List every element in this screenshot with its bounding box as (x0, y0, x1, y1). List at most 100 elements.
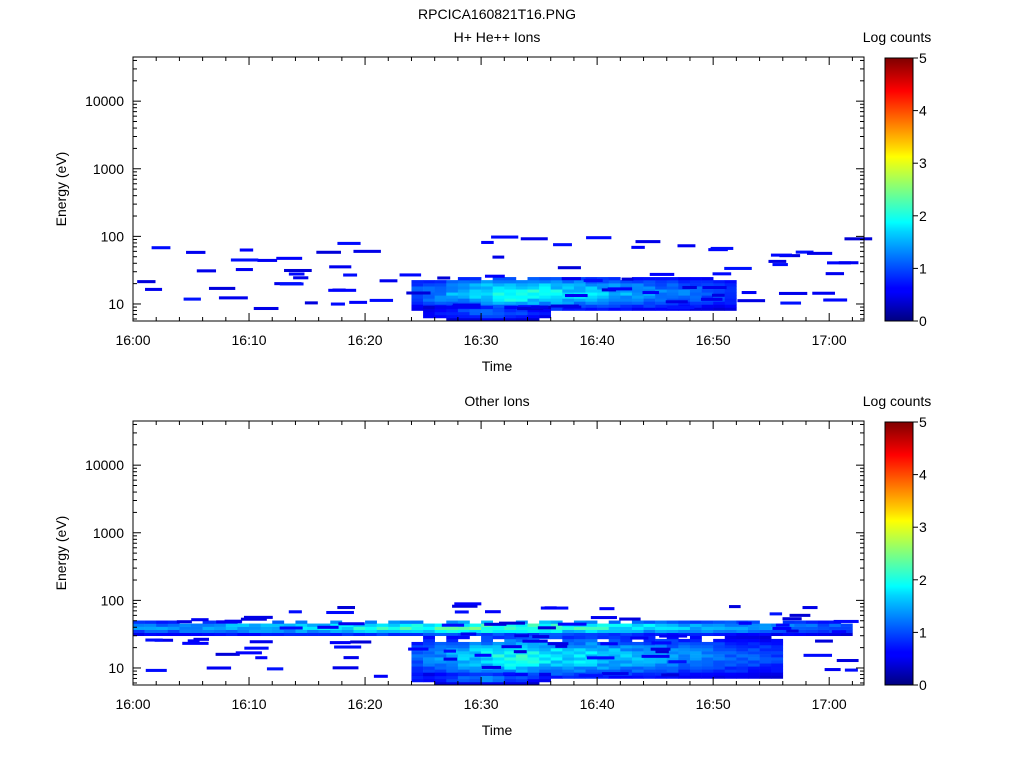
heatmap-cell (539, 280, 552, 284)
heatmap-cell (585, 629, 598, 633)
heatmap-cell (527, 654, 540, 658)
heatmap-cell (457, 666, 470, 670)
heatmap-cell (608, 675, 621, 679)
heatmap-cell (643, 663, 656, 667)
heatmap-cell (156, 626, 169, 630)
heatmap-cell (133, 629, 145, 633)
heatmap-cell (666, 657, 679, 661)
heatmap-cell (517, 307, 544, 311)
heatmap-cell (666, 641, 679, 646)
heatmap-cell (446, 681, 459, 686)
heatmap-cell (713, 654, 726, 658)
heatmap-cell (423, 657, 435, 661)
colorbar-tick-label: 2 (919, 208, 927, 224)
heatmap-cell (620, 663, 633, 667)
heatmap-cell (527, 648, 540, 652)
colorbar-tick-label: 1 (919, 624, 927, 640)
heatmap-cell (492, 626, 505, 630)
heatmap-cell (338, 622, 365, 626)
heatmap-cell (573, 644, 586, 649)
heatmap-cell (701, 626, 714, 630)
heatmap-cell (237, 629, 250, 633)
heatmap-cell (643, 301, 656, 305)
heatmap-cell (713, 663, 726, 667)
heatmap-cell (539, 301, 552, 305)
heatmap-cell (539, 657, 552, 661)
heatmap-cell (531, 305, 549, 309)
heatmap-cell (423, 626, 435, 630)
heatmap-cell (655, 292, 668, 296)
heatmap-cell (736, 675, 749, 679)
heatmap-cell (515, 678, 528, 683)
heatmap-cell (771, 648, 784, 652)
heatmap-cell (771, 660, 784, 664)
heatmap-cell (481, 295, 493, 299)
colorbar-ticks: 0 1 2 3 4 5 (913, 50, 927, 329)
heatmap-cell (457, 289, 470, 293)
heatmap-cell (260, 623, 273, 627)
heatmap-cell (701, 301, 714, 305)
heatmap-cell (759, 644, 772, 649)
heatmap-cell (515, 641, 528, 646)
heatmap-cell (550, 663, 563, 667)
heatmap-cell (411, 678, 424, 683)
heatmap-cell (724, 629, 737, 633)
heatmap-cell (666, 644, 679, 649)
heatmap-cell (585, 635, 598, 640)
y-axis-label: Energy (eV) (53, 152, 69, 227)
heatmap-cell (481, 657, 493, 661)
heatmap-cell (771, 654, 784, 658)
heatmap-cell (713, 289, 726, 293)
heatmap-cell (573, 672, 586, 676)
heatmap-cell (601, 672, 629, 676)
heatmap-cell (689, 641, 702, 646)
heatmap-cell (562, 307, 575, 311)
heatmap-cell (775, 623, 790, 627)
heatmap-cell (249, 632, 261, 637)
heatmap-cell (829, 623, 842, 627)
heatmap-cell (179, 629, 192, 633)
heatmap-cell (481, 314, 493, 319)
heatmap-cell (423, 644, 435, 649)
heatmap-cell (469, 626, 482, 630)
heatmap-cell (316, 250, 341, 254)
heatmap-cell (666, 295, 679, 299)
heatmap-cell (527, 314, 540, 319)
heatmap-cell (295, 620, 308, 624)
heatmap-cell (631, 626, 644, 630)
heatmap-cell (643, 660, 656, 664)
heatmap-cell (240, 617, 267, 621)
heatmap-cell (434, 660, 447, 664)
heatmap-cell (434, 283, 447, 287)
heatmap-cell (469, 317, 482, 322)
heatmap-cell (817, 623, 830, 627)
heatmap-cell (411, 663, 424, 667)
heatmap-cell (747, 632, 760, 637)
heatmap-cell (156, 623, 169, 627)
heatmap-cell (492, 292, 505, 296)
heatmap-cell (597, 623, 610, 627)
heatmap-cell (423, 660, 435, 664)
heatmap-cell (550, 629, 563, 633)
heatmap-cell (457, 663, 470, 667)
colorbar-tick-label: 2 (919, 572, 927, 588)
heatmap-cell (590, 616, 617, 620)
colorbar (884, 421, 914, 686)
heatmap-cell (481, 648, 493, 652)
heatmap-cell (597, 280, 610, 284)
heatmap-cell (631, 286, 644, 290)
heatmap-cell (249, 626, 261, 630)
heatmap-cell (515, 638, 528, 643)
heatmap-cell (620, 666, 633, 670)
heatmap-cell (492, 283, 505, 287)
heatmap-cell (557, 266, 581, 270)
heatmap-cell (481, 672, 493, 676)
heatmap-cell (585, 277, 598, 281)
heatmap-cell (689, 644, 702, 649)
heatmap-cell (446, 675, 459, 680)
heatmap-cell (550, 277, 563, 281)
heatmap-cell (701, 295, 714, 299)
heatmap-cell (585, 648, 598, 652)
heatmap-cell (678, 654, 691, 658)
heatmap-cell (527, 651, 540, 655)
